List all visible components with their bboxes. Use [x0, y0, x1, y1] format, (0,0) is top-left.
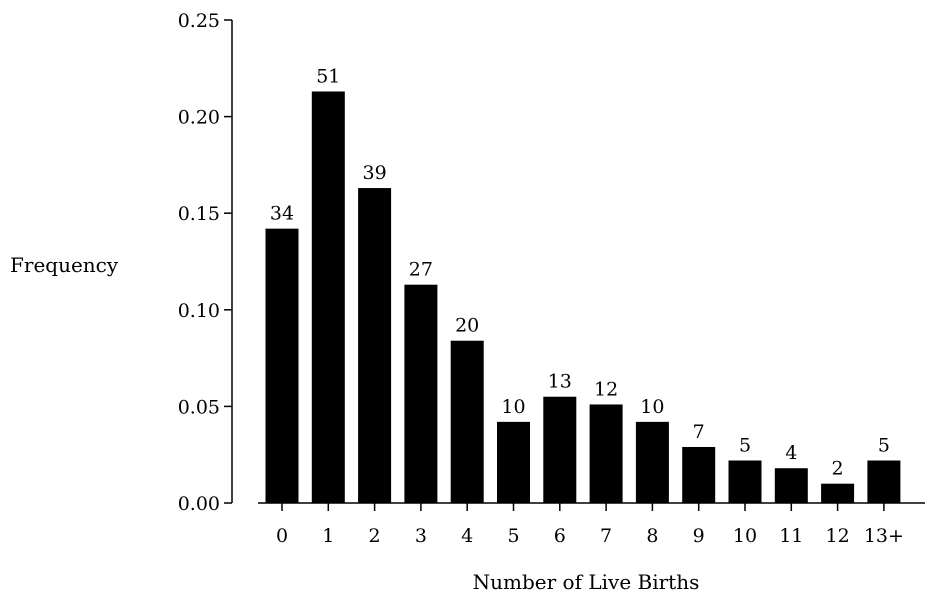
bars [265, 91, 901, 504]
x-tick-label: 7 [600, 525, 612, 547]
x-tick-label: 9 [693, 525, 705, 547]
bar-data-label: 34 [270, 203, 294, 225]
bar-data-label: 10 [501, 396, 525, 418]
bar-data-label: 27 [409, 259, 433, 281]
y-tick-label: 0.00 [178, 493, 220, 515]
bar [589, 404, 623, 503]
bar [682, 446, 716, 503]
x-tick-label: 4 [461, 525, 473, 547]
bar [728, 460, 762, 503]
bar [265, 228, 299, 503]
x-tick-label: 12 [826, 525, 850, 547]
x-ticks: 0 1 2 3 4 5 6 7 8 9 10 11 12 13+ [276, 503, 904, 547]
y-tick-label: 0.25 [178, 10, 220, 32]
x-tick-label: 13+ [864, 525, 904, 547]
bar-data-label: 13 [548, 371, 572, 393]
x-tick-label: 11 [779, 525, 803, 547]
bar-data-label: 20 [455, 315, 479, 337]
x-tick-label: 1 [322, 525, 334, 547]
bar-data-label: 2 [832, 458, 844, 480]
bar [311, 91, 345, 503]
bar-data-label: 7 [693, 421, 705, 443]
x-tick-label: 10 [733, 525, 757, 547]
x-axis-title: Number of Live Births [473, 570, 700, 594]
y-tick-label: 0.05 [178, 396, 220, 418]
bar-data-label: 5 [739, 434, 751, 456]
y-tick-label: 0.10 [178, 300, 220, 322]
bar-data-label: 10 [640, 396, 664, 418]
bar [543, 396, 577, 503]
x-tick-label: 5 [507, 525, 519, 547]
x-tick-label: 3 [415, 525, 427, 547]
x-tick-label: 2 [369, 525, 381, 547]
bar-data-label: 4 [785, 442, 797, 464]
y-axis-title: Frequency [10, 253, 119, 277]
bar [774, 468, 808, 503]
bar [635, 421, 669, 503]
bar [450, 340, 484, 503]
bar [497, 421, 530, 503]
bar-data-label: 12 [594, 378, 618, 400]
x-tick-label: 6 [554, 525, 566, 547]
bar [358, 188, 392, 504]
bar [867, 460, 901, 503]
x-tick-label: 8 [646, 525, 658, 547]
bar [821, 483, 855, 503]
bar [404, 284, 438, 503]
bar-data-label: 39 [363, 162, 387, 184]
y-tick-label: 0.15 [178, 203, 220, 225]
y-tick-label: 0.20 [178, 107, 220, 129]
y-ticks: 0.00 0.05 0.10 0.15 0.20 0.25 [178, 10, 232, 515]
bar-data-label: 5 [878, 434, 890, 456]
x-tick-label: 0 [276, 525, 288, 547]
bar-data-label: 51 [316, 65, 340, 87]
data-labels: 34 51 39 27 20 10 13 12 10 7 5 4 2 5 [270, 65, 890, 479]
